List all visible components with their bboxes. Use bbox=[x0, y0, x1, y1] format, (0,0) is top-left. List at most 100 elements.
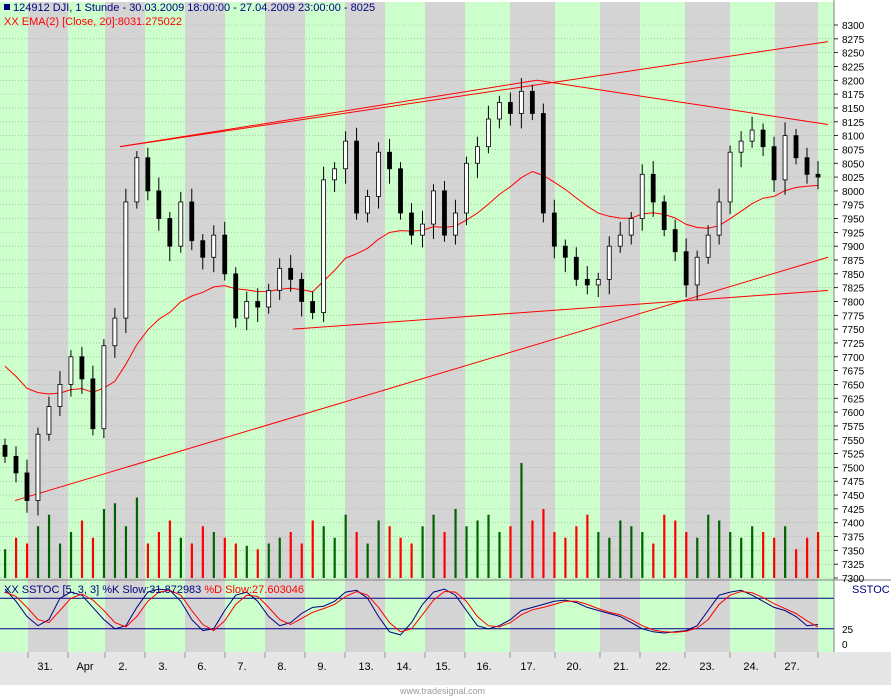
oscillator-label: XX SSTOC [5, 3, 3] %K Slow:31.872983 %D … bbox=[4, 584, 304, 596]
volume-bar bbox=[740, 537, 743, 578]
time-tick-label: 2. bbox=[118, 661, 127, 673]
volume-bar bbox=[113, 503, 117, 578]
candle-body bbox=[90, 378, 96, 430]
candle-body bbox=[595, 278, 601, 286]
session-band bbox=[225, 2, 265, 652]
price-tick-label: 8300 bbox=[842, 21, 865, 32]
chart-title: 124912 DJI, 1 Stunde - 30.03.2009 18:00:… bbox=[4, 2, 375, 14]
time-tick-label: 17. bbox=[520, 661, 535, 673]
volume-bar bbox=[179, 537, 182, 578]
price-tick-label: 8150 bbox=[842, 104, 865, 115]
k-slow-label: XX SSTOC [5, 3, 3] %K Slow:31.872983 bbox=[4, 584, 205, 596]
time-tick-label: 13. bbox=[358, 661, 373, 673]
credit: www.tradesignal.com bbox=[400, 686, 486, 696]
candle-body bbox=[529, 90, 535, 114]
volume-bar bbox=[487, 514, 490, 578]
candle-body bbox=[496, 102, 502, 120]
time-tick-label: 9. bbox=[317, 661, 326, 673]
volume-bar bbox=[135, 497, 139, 578]
price-tick-label: 7850 bbox=[842, 270, 865, 281]
volume-bars bbox=[4, 463, 820, 578]
volume-bar bbox=[608, 537, 611, 578]
price-tick-label: 8275 bbox=[842, 35, 865, 46]
candle-body bbox=[804, 157, 810, 175]
volume-bar bbox=[124, 526, 128, 578]
price-tick-label: 7950 bbox=[842, 215, 865, 226]
candle-body bbox=[266, 290, 272, 308]
price-tick-label: 7800 bbox=[842, 298, 865, 309]
candle-body bbox=[420, 223, 425, 236]
time-tick-label: 22. bbox=[655, 661, 670, 673]
candle-body bbox=[68, 356, 74, 385]
candle-body bbox=[222, 234, 228, 275]
candle-body bbox=[35, 433, 41, 501]
volume-bar bbox=[729, 532, 732, 578]
time-tick-label: 16. bbox=[476, 661, 491, 673]
candle-body bbox=[464, 162, 469, 214]
candle-body bbox=[507, 102, 513, 114]
candle-body bbox=[782, 135, 788, 181]
ema-label: XX EMA(2) [Close, 20]:8031.275022 bbox=[4, 16, 182, 28]
volume-bar bbox=[47, 514, 51, 578]
price-tick-label: 7300 bbox=[842, 574, 865, 585]
price-tick-label: 7975 bbox=[842, 201, 865, 212]
chart-title-text: 124912 DJI, 1 Stunde - 30.03.2009 18:00:… bbox=[13, 2, 376, 14]
price-tick-label: 8075 bbox=[842, 145, 865, 156]
volume-bar bbox=[333, 537, 336, 578]
time-tick-label: 21. bbox=[613, 661, 628, 673]
candle-body bbox=[409, 212, 414, 236]
series-marker-icon bbox=[4, 4, 10, 10]
volume-bar bbox=[25, 543, 29, 578]
volume-bar bbox=[762, 532, 765, 578]
time-tick-label: Apr bbox=[76, 661, 93, 673]
candle-body bbox=[2, 444, 8, 457]
volume-bar bbox=[509, 526, 512, 578]
volume-bar bbox=[619, 520, 622, 578]
volume-bar bbox=[212, 532, 215, 578]
oscillator-tick-label: 25 bbox=[842, 625, 854, 636]
volume-bar bbox=[366, 543, 369, 578]
trend-line bbox=[14, 256, 829, 502]
volume-bar bbox=[465, 526, 468, 578]
price-tick-label: 7650 bbox=[842, 380, 865, 391]
candle-body bbox=[167, 218, 173, 247]
volume-bar bbox=[520, 463, 523, 578]
price-tick-label: 7375 bbox=[842, 533, 865, 544]
time-tick-label: 23. bbox=[699, 661, 714, 673]
candle-body bbox=[288, 267, 294, 280]
session-band bbox=[640, 2, 685, 652]
volume-bar bbox=[652, 543, 655, 578]
price-tick-label: 8125 bbox=[842, 118, 865, 129]
volume-bar bbox=[344, 514, 347, 578]
candle-body bbox=[815, 173, 821, 178]
session-band bbox=[385, 2, 425, 652]
candle-body bbox=[551, 212, 557, 247]
volume-bar bbox=[817, 532, 820, 578]
candle-body bbox=[606, 245, 612, 280]
candle-body bbox=[178, 201, 184, 247]
time-tick-label: 8. bbox=[277, 661, 286, 673]
candle-body bbox=[562, 245, 568, 258]
time-tick-label: 24. bbox=[743, 661, 758, 673]
d-slow-line bbox=[4, 589, 819, 633]
candle-body bbox=[486, 118, 491, 148]
candle-body bbox=[233, 273, 239, 319]
volume-bar bbox=[707, 514, 710, 578]
price-tick-label: 7575 bbox=[842, 422, 865, 433]
time-tick-label: 14. bbox=[396, 661, 411, 673]
price-tick-label: 7600 bbox=[842, 408, 865, 419]
candle-body bbox=[749, 129, 755, 142]
candle-body bbox=[398, 168, 403, 214]
time-axis-background bbox=[0, 652, 891, 685]
price-tick-label: 8050 bbox=[842, 159, 865, 170]
session-band bbox=[818, 2, 834, 652]
volume-bar bbox=[773, 537, 776, 578]
volume-bar bbox=[784, 526, 787, 578]
session-band bbox=[265, 2, 305, 652]
candle-body bbox=[683, 251, 689, 286]
candle-body bbox=[354, 140, 359, 214]
price-tick-label: 7775 bbox=[842, 311, 865, 322]
volume-bar bbox=[300, 543, 303, 578]
volume-bar bbox=[278, 537, 281, 578]
